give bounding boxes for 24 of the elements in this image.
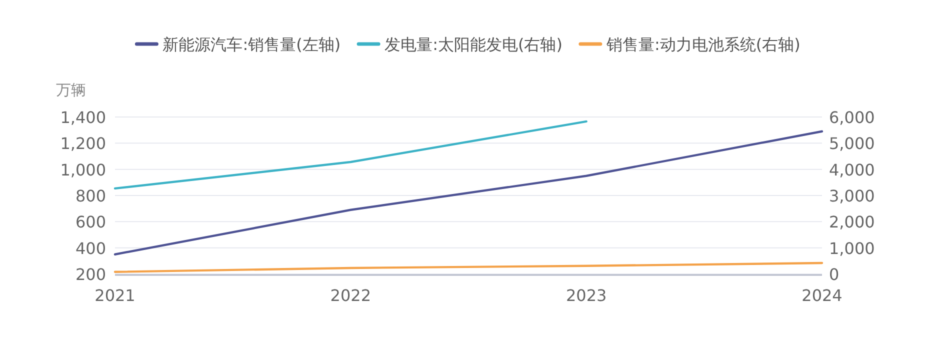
y-tick-label: 1,400 bbox=[60, 108, 106, 127]
legend-label: 新能源汽车:销售量(左轴) bbox=[162, 35, 341, 54]
y-axis-title: 万辆 bbox=[56, 81, 86, 99]
x-tick-label: 2023 bbox=[566, 286, 607, 305]
y2-tick-label: 6,000 bbox=[829, 108, 875, 127]
y2-tick-label: 4,000 bbox=[829, 160, 875, 180]
y-tick-label: 1,200 bbox=[60, 134, 106, 154]
y-tick-label: 200 bbox=[75, 265, 106, 284]
y-tick-label: 1,000 bbox=[60, 160, 106, 180]
line-series bbox=[114, 130, 824, 256]
x-tick-label: 2024 bbox=[802, 286, 842, 305]
x-tick-label: 2021 bbox=[94, 286, 136, 305]
line-series bbox=[114, 262, 824, 274]
y2-tick-label: 5,000 bbox=[829, 134, 875, 154]
legend-label: 发电量:太阳能发电(右轴) bbox=[384, 35, 562, 54]
y2-tick-label: 1,000 bbox=[829, 238, 875, 258]
y-tick-label: 400 bbox=[75, 238, 106, 258]
y2-tick-label: 3,000 bbox=[829, 186, 875, 206]
y2-tick-label: 2,000 bbox=[829, 212, 875, 232]
y-tick-label: 600 bbox=[75, 212, 106, 232]
y-tick-label: 800 bbox=[75, 186, 106, 206]
x-tick-label: 2022 bbox=[330, 286, 372, 305]
y2-tick-label: 0 bbox=[829, 265, 840, 284]
legend-label: 销售量:动力电池系统(右轴) bbox=[605, 35, 800, 54]
